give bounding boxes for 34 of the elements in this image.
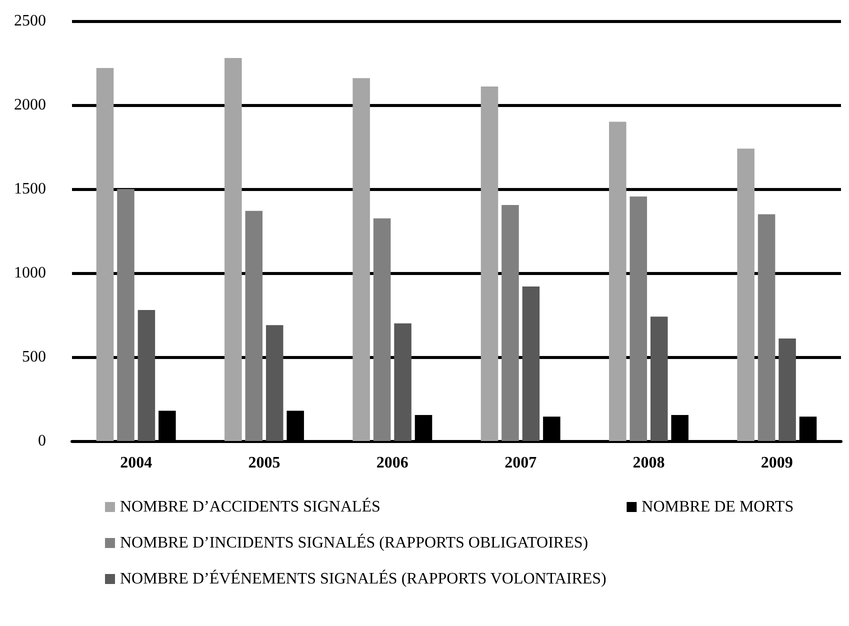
y-tick-label: 1000 (14, 264, 46, 282)
bar (522, 286, 540, 441)
x-tick-label: 2004 (120, 454, 152, 472)
x-tick-label: 2005 (248, 454, 280, 472)
legend-label: NOMBRE D’ÉVÉNEMENTS SIGNALÉS (RAPPORTS VOLONTAIRES) (120, 570, 606, 588)
bar (394, 323, 412, 441)
bar (758, 214, 776, 441)
y-tick-label: 1500 (14, 180, 46, 198)
bar (138, 310, 156, 441)
x-tick-label: 2007 (504, 454, 537, 472)
bar (609, 122, 626, 441)
bar (352, 78, 370, 441)
legend-label: NOMBRE DE MORTS (642, 498, 794, 516)
bar (650, 316, 668, 441)
bar (266, 325, 284, 441)
x-tick-label: 2008 (632, 454, 665, 472)
legend-label: NOMBRE D’ACCIDENTS SIGNALÉS (120, 498, 380, 516)
bar (737, 148, 754, 441)
legend-label: NOMBRE D’INCIDENTS SIGNALÉS (RAPPORTS OBLIGATOIRES) (120, 534, 588, 552)
bar (502, 204, 519, 441)
y-tick-label: 500 (22, 348, 46, 366)
x-tick-label: 2009 (760, 454, 793, 472)
y-tick-label: 0 (38, 432, 46, 450)
bar (630, 196, 648, 441)
bar (480, 86, 498, 441)
bar (96, 68, 114, 441)
y-tick-label: 2500 (14, 12, 46, 30)
bar (778, 338, 796, 441)
bar (224, 58, 242, 441)
bar (117, 189, 134, 441)
bar (373, 218, 391, 441)
bar (245, 210, 263, 441)
x-tick-label: 2006 (376, 454, 408, 472)
y-tick-label: 2000 (14, 96, 46, 114)
